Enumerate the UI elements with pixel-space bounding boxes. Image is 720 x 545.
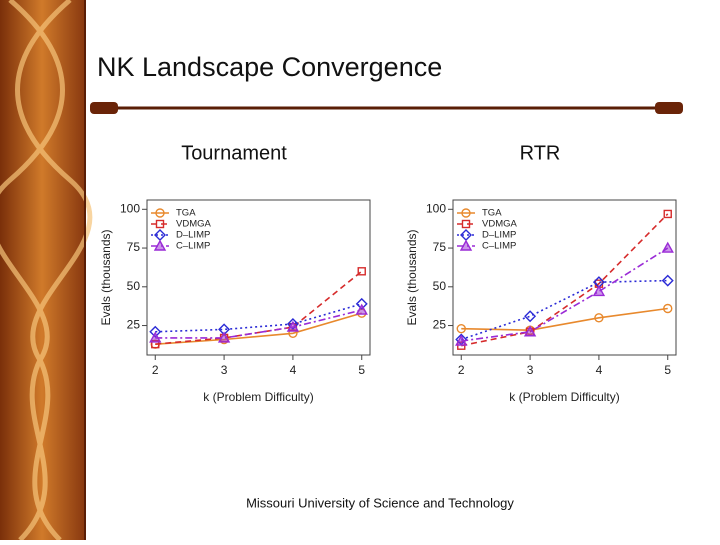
x-tick-label: 5	[358, 363, 365, 377]
x-tick-label: 4	[290, 363, 297, 377]
slide-title: NK Landscape Convergence	[97, 52, 442, 82]
legend-marker	[153, 239, 167, 251]
chart-title: Tournament	[181, 142, 287, 164]
legend-marker	[461, 208, 471, 218]
point	[149, 331, 162, 343]
point	[592, 285, 606, 297]
legend-label: D–LIMP	[176, 230, 210, 241]
series-line	[461, 279, 668, 341]
dna-helix	[0, 0, 93, 542]
point	[455, 334, 468, 346]
y-axis-label: Evals (thousands)	[405, 229, 419, 325]
point	[661, 274, 674, 287]
series-line	[461, 213, 669, 347]
legend-label: VDMGA	[482, 219, 518, 230]
y-tick-label: 50	[433, 279, 447, 293]
legend-marker	[155, 219, 165, 229]
legend-marker	[461, 219, 471, 229]
point	[357, 267, 366, 276]
legend-label: VDMGA	[176, 219, 212, 230]
point	[217, 331, 231, 343]
point	[456, 323, 466, 334]
point	[594, 313, 604, 323]
y-tick-label: 25	[127, 318, 141, 332]
legend-label: TGA	[176, 208, 196, 219]
series-line	[461, 247, 669, 342]
chart-title: RTR	[520, 142, 561, 164]
y-tick-label: 100	[426, 201, 446, 215]
y-tick-label: 75	[433, 240, 447, 254]
plot-frame	[452, 199, 677, 356]
point	[663, 209, 672, 219]
legend-marker	[459, 239, 473, 251]
y-tick-label: 100	[120, 201, 140, 215]
y-tick-label: 50	[127, 279, 141, 293]
legend-label: D–LIMP	[482, 230, 516, 241]
x-tick-label: 3	[527, 363, 534, 377]
rule-cap	[655, 102, 683, 114]
x-tick-label: 2	[152, 363, 159, 377]
point	[523, 325, 537, 337]
point	[286, 320, 300, 332]
legend-label: C–LIMP	[176, 241, 210, 252]
series-line	[155, 270, 363, 345]
series-line	[155, 309, 362, 339]
point	[524, 310, 537, 323]
y-axis-label: Evals (thousands)	[99, 229, 113, 325]
point	[663, 303, 673, 314]
x-tick-label: 2	[458, 363, 465, 377]
footer: Missouri University of Science and Techn…	[246, 495, 514, 510]
rule-cap	[90, 102, 118, 114]
plot-frame	[146, 199, 371, 356]
x-tick-label: 4	[596, 363, 603, 377]
y-tick-label: 75	[127, 240, 141, 254]
y-tick-label: 25	[433, 318, 447, 332]
x-tick-label: 3	[221, 363, 228, 377]
x-axis-label: k (Problem Difficulty)	[509, 390, 619, 404]
point	[661, 241, 674, 253]
strip-edge	[84, 0, 86, 540]
x-axis-label: k (Problem Difficulty)	[203, 390, 313, 404]
legend-label: TGA	[482, 208, 502, 219]
legend-marker	[155, 208, 165, 218]
series-line	[461, 307, 668, 332]
legend-label: C–LIMP	[482, 241, 516, 252]
point	[355, 303, 368, 315]
x-tick-label: 5	[664, 363, 671, 377]
